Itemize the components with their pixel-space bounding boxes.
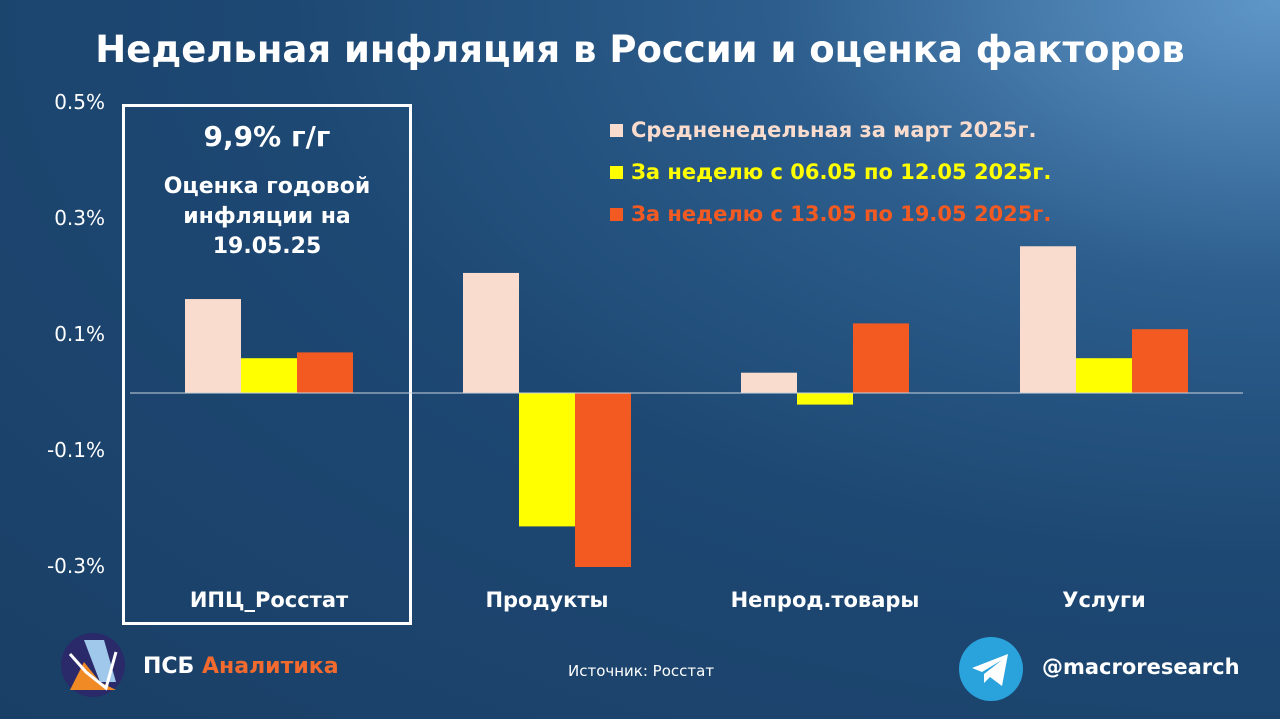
category-label: Услуги <box>1062 588 1146 612</box>
bar <box>519 393 575 527</box>
bar <box>185 299 241 393</box>
legend-swatch <box>610 124 623 137</box>
y-tick-label: 0.1% <box>54 322 105 346</box>
telegram-handle[interactable]: @macroresearch <box>1042 655 1240 679</box>
source-note: Источник: Росстат <box>568 662 715 680</box>
bar <box>297 352 353 393</box>
y-tick-label: -0.1% <box>46 438 105 462</box>
category-label: Продукты <box>485 588 609 612</box>
chart-title: Недельная инфляция в России и оценка фак… <box>95 28 1185 71</box>
bar <box>463 272 519 393</box>
legend-item: За неделю с 06.05 по 12.05 2025г. <box>610 160 1051 184</box>
annotation-text: Оценка годовой инфляции на 19.05.25 <box>122 172 412 262</box>
yoy-value: 9,9% г/г <box>203 120 331 153</box>
legend-label: За неделю с 13.05 по 19.05 2025г. <box>631 202 1052 226</box>
annotation-line: инфляции на <box>183 204 351 229</box>
category-label: ИПЦ_Росстат <box>189 588 349 612</box>
annotation-line: 19.05.25 <box>212 234 322 259</box>
category-label: Непрод.товары <box>730 588 920 612</box>
y-tick-label: 0.5% <box>54 90 105 114</box>
bar <box>1076 358 1132 393</box>
bar <box>1020 246 1076 393</box>
legend-item: Средненедельная за март 2025г. <box>610 118 1036 142</box>
telegram-icon[interactable] <box>958 636 1024 702</box>
bar <box>741 372 797 393</box>
brand-psb: ПСБ <box>143 654 195 679</box>
brand-analitika: Аналитика <box>202 654 339 679</box>
annotation-box <box>122 104 412 625</box>
legend-label: Средненедельная за март 2025г. <box>631 118 1037 142</box>
bar <box>241 358 297 393</box>
legend-swatch <box>610 208 623 221</box>
psb-logo-icon <box>61 633 125 697</box>
brand-name: ПСБ Аналитика <box>143 654 339 679</box>
legend-item: За неделю с 13.05 по 19.05 2025г. <box>610 202 1051 226</box>
y-tick-label: -0.3% <box>46 554 105 578</box>
bar <box>1132 329 1188 393</box>
legend-label: За неделю с 06.05 по 12.05 2025г. <box>631 160 1052 184</box>
bar <box>797 393 853 405</box>
y-tick-label: 0.3% <box>54 206 105 230</box>
bar <box>853 323 909 393</box>
annotation-line: Оценка годовой <box>163 174 371 199</box>
bar <box>575 393 631 567</box>
legend-swatch <box>610 166 623 179</box>
